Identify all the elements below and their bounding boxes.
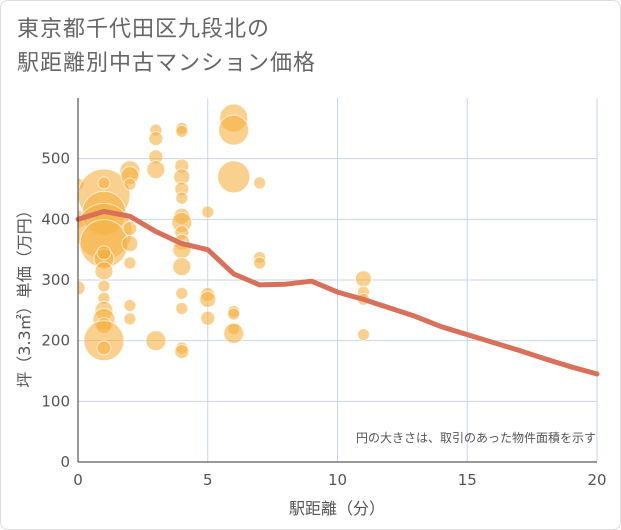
y-axis-title: 坪（3.3㎡）単価（万円） xyxy=(15,202,34,387)
y-tick-label: 0 xyxy=(60,453,70,471)
bubble-point xyxy=(123,298,137,312)
bubble-point xyxy=(94,261,114,281)
chart-title-line2: 駅距離別中古マンション価格 xyxy=(17,51,317,76)
y-tick-label: 200 xyxy=(41,332,70,350)
bubble-point xyxy=(175,286,189,300)
bubble-point xyxy=(175,302,189,316)
bubble-point xyxy=(201,205,215,219)
bubble-point xyxy=(200,310,216,326)
trend-line xyxy=(75,208,600,377)
bubble-point xyxy=(97,279,111,293)
bubble-point xyxy=(218,114,250,146)
x-tick-label: 0 xyxy=(73,471,83,489)
chart-title: 東京都千代田区九段北の 駅距離別中古マンション価格 xyxy=(17,13,577,81)
bubble-point xyxy=(78,280,86,296)
x-tick-label: 20 xyxy=(587,471,606,489)
bubble-series xyxy=(78,103,372,362)
bubble-point xyxy=(121,235,139,253)
bubble-point xyxy=(175,124,189,138)
y-tick-label: 300 xyxy=(41,271,70,289)
bubble-point xyxy=(217,160,251,194)
y-tick-label: 500 xyxy=(41,150,70,168)
bubble-point xyxy=(97,176,111,190)
bubble-point xyxy=(146,160,166,180)
bubble-point xyxy=(123,256,137,270)
bubble-point xyxy=(354,270,372,288)
x-tick-label: 10 xyxy=(328,471,347,489)
bubble-point xyxy=(123,312,137,326)
chart-title-line1: 東京都千代田区九段北の xyxy=(17,17,271,42)
x-tick-label: 15 xyxy=(458,471,477,489)
bubble-point xyxy=(96,245,112,261)
y-tick-label: 400 xyxy=(41,210,70,228)
bubble-point xyxy=(199,290,217,308)
x-tick-label: 5 xyxy=(203,471,213,489)
x-axis-title: 駅距離（分） xyxy=(289,499,385,518)
bubble-size-note: 円の大きさは、取引のあった物件面積を示す xyxy=(356,430,596,445)
bubble-point xyxy=(253,256,267,270)
bubble-point xyxy=(175,191,189,205)
bubble-point xyxy=(356,328,370,342)
bubble-point xyxy=(122,220,138,236)
bubble-point xyxy=(148,131,164,147)
axes: 0 100 200 300 400 500 0 5 10 15 20 xyxy=(41,98,607,489)
bubble-point xyxy=(145,330,167,352)
bubble-point xyxy=(227,307,241,321)
bubble-point xyxy=(253,176,267,190)
bubble-point xyxy=(123,177,137,191)
grid-lines xyxy=(78,98,598,462)
bubble-point xyxy=(96,340,112,356)
bubble-point xyxy=(172,257,192,277)
y-tick-label: 100 xyxy=(41,392,70,410)
bubble-point xyxy=(223,322,245,344)
bubble-point xyxy=(174,344,190,360)
trend-series xyxy=(75,208,600,377)
